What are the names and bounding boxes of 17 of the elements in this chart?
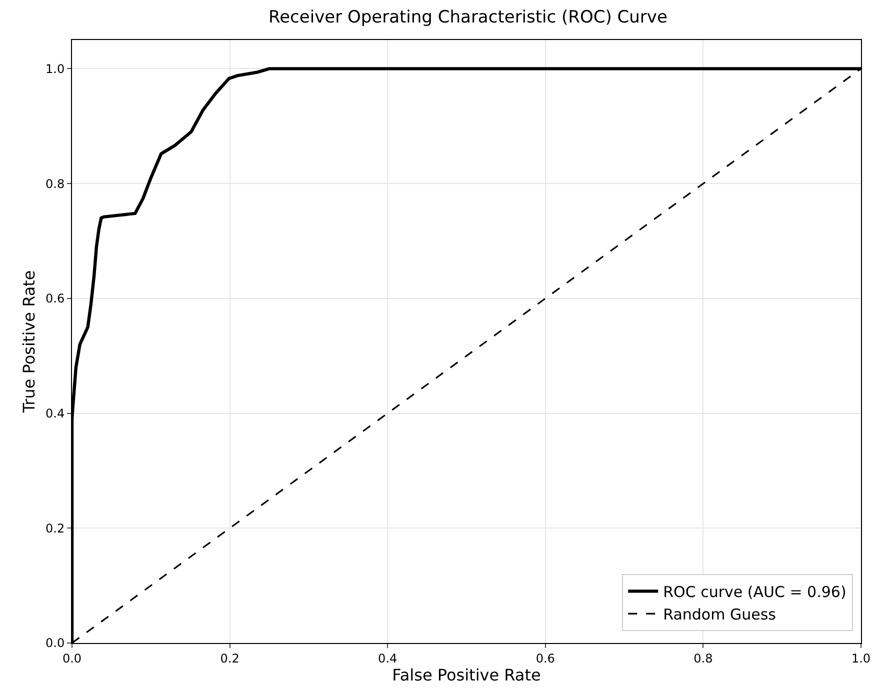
- y-tick-label: 0.6: [46, 292, 65, 306]
- y-tick-label: 0.4: [46, 406, 65, 420]
- x-tick-label: 1.0: [851, 651, 871, 666]
- y-axis-title: True Positive Rate: [19, 270, 38, 414]
- y-tick-label: 0.0: [46, 636, 65, 650]
- legend-label: Random Guess: [663, 606, 776, 624]
- y-tick-label: 1.0: [46, 62, 65, 76]
- x-tick-label: 0.6: [536, 651, 555, 666]
- chart-title: Receiver Operating Characteristic (ROC) Curve: [268, 7, 668, 28]
- x-tick-label: 0.0: [62, 651, 82, 666]
- y-tick-label: 0.2: [46, 521, 65, 536]
- x-tick-label: 0.2: [220, 651, 240, 666]
- x-tick-label: 0.8: [694, 651, 713, 666]
- y-tick-label: 0.8: [46, 176, 65, 191]
- x-tick-label: 0.4: [378, 651, 398, 666]
- legend-label: ROC curve (AUC = 0.96): [663, 583, 846, 602]
- x-axis-title: False Positive Rate: [392, 665, 541, 684]
